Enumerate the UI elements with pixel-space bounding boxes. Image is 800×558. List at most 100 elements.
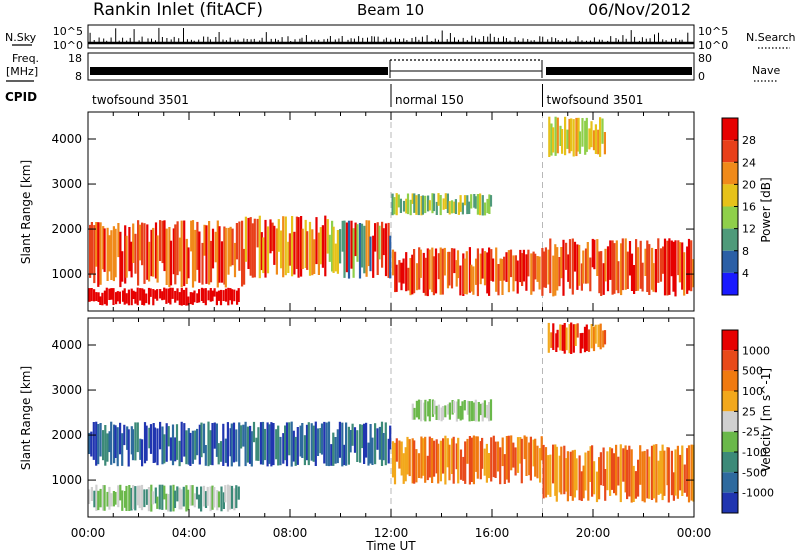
scatter-cell xyxy=(285,422,289,467)
scatter-cell xyxy=(103,485,106,511)
scatter-cell xyxy=(262,237,265,274)
scatter-cell xyxy=(603,330,607,345)
scatter-cell xyxy=(233,488,236,511)
scatter-cell xyxy=(217,443,220,465)
scatter-cell xyxy=(117,485,120,508)
scatter-cell xyxy=(352,228,355,278)
colorbar-tick-label: -1000 xyxy=(742,487,774,500)
scatter-cell xyxy=(290,421,293,467)
scatter-cell xyxy=(439,195,442,216)
x-tick-label: 12:00 xyxy=(374,526,409,540)
scatter-cell xyxy=(237,288,240,302)
colorbar-cell xyxy=(722,391,738,412)
scatter-cell xyxy=(630,449,633,503)
scatter-cell xyxy=(560,446,563,495)
scatter-cell xyxy=(126,426,129,450)
colorbar-tick-label: 20 xyxy=(742,178,756,191)
x-tick-label: 00:00 xyxy=(71,526,106,540)
scatter-cell xyxy=(110,230,113,280)
scatter-cell xyxy=(581,118,584,147)
scatter-cell xyxy=(528,442,531,476)
scatter-cell xyxy=(459,265,462,296)
scatter-cell xyxy=(437,404,440,421)
scatter-cell xyxy=(400,262,403,291)
scatter-cell xyxy=(415,400,418,418)
scatter-cell xyxy=(143,223,146,284)
scatter-cell xyxy=(106,433,109,462)
scatter-cell xyxy=(171,287,174,299)
colorbar-cell xyxy=(722,228,738,251)
scatter-cell xyxy=(463,400,466,411)
scatter-cell xyxy=(549,454,552,497)
scatter-cell xyxy=(591,445,594,497)
scatter-cell xyxy=(481,402,484,422)
scatter-cell xyxy=(288,422,291,456)
scatter-cell xyxy=(525,254,528,291)
scatter-cell xyxy=(341,422,344,467)
scatter-cell xyxy=(443,247,446,276)
scatter-cell xyxy=(367,220,371,267)
scatter-cell xyxy=(190,220,193,252)
scatter-cell xyxy=(213,487,216,508)
scatter-cell xyxy=(490,249,493,281)
scatter-cell xyxy=(427,195,430,212)
scatter-cell xyxy=(102,226,105,270)
scatter-cell xyxy=(409,199,412,216)
noise-tick-bottom: 10^0 xyxy=(53,39,83,52)
scatter-cell xyxy=(576,244,579,290)
scatter-cell xyxy=(552,323,555,350)
scatter-cell xyxy=(652,263,655,292)
scatter-cell xyxy=(202,288,205,303)
velocity-panel xyxy=(87,317,695,518)
scatter-cell xyxy=(417,453,421,478)
scatter-cell xyxy=(336,429,339,464)
scatter-cell xyxy=(581,332,584,349)
scatter-cell xyxy=(230,485,234,509)
scatter-cell xyxy=(387,438,390,464)
scatter-cell xyxy=(217,491,221,508)
scatter-cell xyxy=(163,220,166,272)
scatter-cell xyxy=(448,201,451,215)
scatter-cell xyxy=(483,251,487,286)
scatter-cell xyxy=(163,485,166,500)
scatter-cell xyxy=(547,455,550,495)
scatter-cell xyxy=(559,324,562,351)
scatter-cell xyxy=(130,241,133,278)
scatter-cell xyxy=(256,218,259,248)
scatter-cell xyxy=(529,436,532,481)
power-data xyxy=(88,112,695,311)
scatter-cell xyxy=(637,459,640,497)
scatter-cell xyxy=(97,424,100,465)
scatter-cell xyxy=(587,329,591,352)
scatter-cell xyxy=(431,247,434,293)
scatter-cell xyxy=(172,228,175,275)
scatter-cell xyxy=(451,438,454,474)
scatter-cell xyxy=(536,256,539,282)
scatter-cell xyxy=(187,489,190,511)
scatter-cell xyxy=(187,296,190,306)
scatter-cell xyxy=(214,231,217,263)
scatter-cell xyxy=(679,454,682,491)
scatter-cell xyxy=(555,446,558,502)
scatter-cell xyxy=(613,243,616,294)
scatter-cell xyxy=(89,224,92,278)
scatter-cell xyxy=(556,329,559,348)
scatter-cell xyxy=(367,442,370,466)
scatter-cell xyxy=(565,327,568,351)
scatter-cell xyxy=(561,129,564,154)
scatter-cell xyxy=(93,490,96,508)
scatter-cell xyxy=(143,422,147,464)
scatter-cell xyxy=(635,239,638,291)
scatter-cell xyxy=(442,198,445,210)
scatter-cell xyxy=(590,121,593,148)
scatter-cell xyxy=(222,423,225,466)
scatter-cell xyxy=(112,491,115,507)
scatter-cell xyxy=(542,444,545,499)
scatter-cell xyxy=(282,216,285,278)
scatter-cell xyxy=(674,240,677,297)
colorbar-frame xyxy=(721,329,739,514)
scatter-cell xyxy=(230,423,233,467)
y-tick-label: 4000 xyxy=(51,338,82,352)
scatter-cell xyxy=(341,220,344,252)
